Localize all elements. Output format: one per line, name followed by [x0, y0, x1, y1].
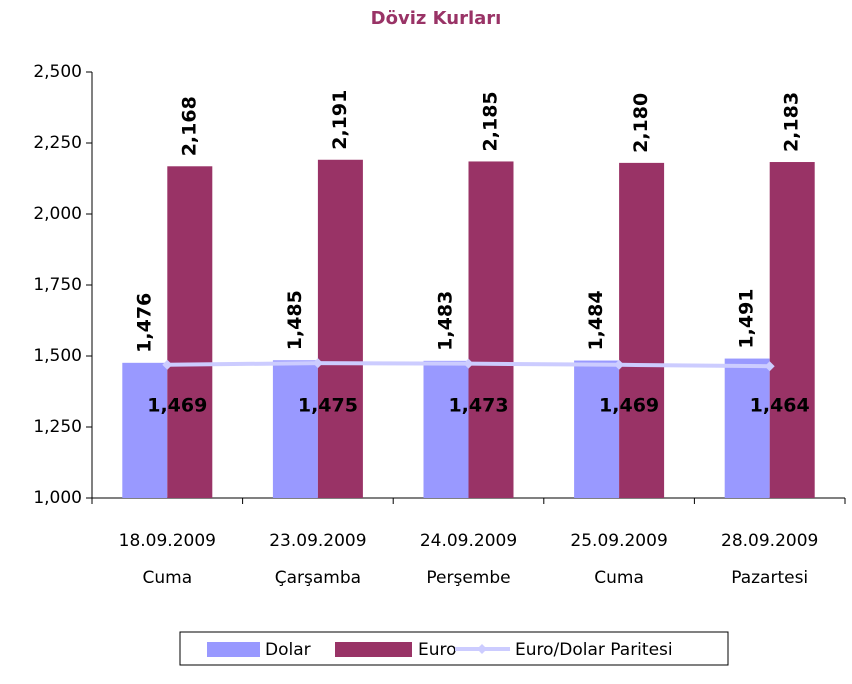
- legend-swatch: [207, 642, 260, 657]
- data-label: 1,491: [736, 288, 758, 348]
- bar: [574, 360, 620, 498]
- line-marker: [463, 358, 474, 369]
- legend-label: Euro/Dolar Paritesi: [515, 640, 673, 660]
- data-label: 1,475: [298, 395, 358, 417]
- bar: [272, 360, 318, 498]
- x-tick-label: 23.09.2009: [269, 531, 366, 551]
- line-marker: [764, 361, 775, 372]
- x-tick-label: 24.09.2009: [420, 531, 517, 551]
- y-tick-label: 1,500: [33, 346, 82, 366]
- data-label: 1,464: [750, 395, 810, 417]
- data-label: 2,180: [630, 93, 652, 153]
- y-tick-label: 1,750: [33, 275, 82, 295]
- data-label: 2,168: [178, 96, 200, 156]
- y-tick-label: 2,000: [33, 204, 82, 224]
- data-label: 2,185: [480, 91, 502, 151]
- data-label: 2,183: [781, 92, 803, 152]
- y-tick-label: 1,000: [33, 488, 82, 508]
- x-tick-label: Cuma: [142, 568, 192, 588]
- y-tick-label: 1,250: [33, 417, 82, 437]
- data-label: 1,484: [585, 290, 607, 350]
- bar: [122, 362, 168, 498]
- legend-label: Euro: [418, 640, 457, 660]
- bar: [769, 162, 815, 498]
- x-tick-label: 25.09.2009: [570, 531, 667, 551]
- x-tick-label: Cuma: [594, 568, 644, 588]
- x-tick-label: Perşembe: [426, 568, 510, 588]
- data-label: 1,469: [599, 395, 659, 417]
- data-label: 1,483: [435, 291, 457, 351]
- bar: [167, 166, 213, 498]
- bar: [317, 159, 363, 499]
- bar: [423, 360, 469, 498]
- x-tick-label: 18.09.2009: [119, 531, 216, 551]
- data-label: 1,485: [284, 290, 306, 350]
- data-label: 1,473: [448, 395, 508, 417]
- legend-marker: [477, 644, 487, 654]
- y-tick-label: 2,500: [33, 62, 82, 82]
- bar: [724, 358, 770, 498]
- legend-label: Dolar: [265, 640, 311, 660]
- legend-swatch: [335, 642, 412, 657]
- line-marker: [312, 358, 323, 369]
- line-marker: [162, 359, 173, 370]
- bar: [619, 162, 665, 498]
- x-tick-label: Pazartesi: [731, 568, 808, 588]
- chart-title: Döviz Kurları: [371, 8, 502, 29]
- y-tick-label: 2,250: [33, 133, 82, 153]
- data-label: 1,476: [133, 293, 155, 353]
- data-label: 2,191: [329, 90, 351, 150]
- line-marker: [614, 359, 625, 370]
- data-label: 1,469: [147, 395, 207, 417]
- x-tick-label: Çarşamba: [275, 568, 361, 588]
- bar: [468, 161, 514, 498]
- legend-box: [179, 631, 729, 666]
- x-tick-label: 28.09.2009: [721, 531, 818, 551]
